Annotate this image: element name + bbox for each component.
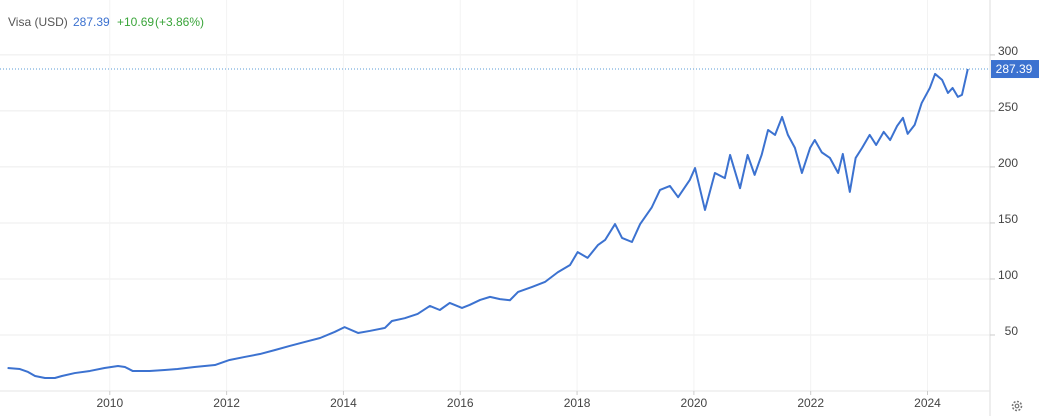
price-marker-box <box>991 60 1039 79</box>
gear-inner <box>1014 403 1020 409</box>
gear-outer <box>1011 400 1023 412</box>
x-tick-label: 2024 <box>914 396 941 410</box>
x-tick-label: 2012 <box>213 396 240 410</box>
x-tick-label: 2022 <box>797 396 824 410</box>
chart-title: Visa (USD) <box>8 15 68 29</box>
x-tick-label: 2016 <box>447 396 474 410</box>
y-tick-label: 300 <box>998 44 1018 58</box>
y-tick-label: 100 <box>998 268 1018 282</box>
x-tick-label: 2018 <box>564 396 591 410</box>
y-tick-label: 150 <box>998 212 1018 226</box>
grid <box>0 0 990 391</box>
change-pct-text: (+3.86%) <box>155 15 204 29</box>
x-tick-label: 2014 <box>330 396 357 410</box>
y-tick-label: 200 <box>998 156 1018 170</box>
x-tick-label: 2010 <box>96 396 123 410</box>
price-text: 287.39 <box>73 15 110 29</box>
change-text: +10.69 <box>117 15 154 29</box>
y-tick-label: 50 <box>1005 324 1019 338</box>
price-line <box>7 68 969 379</box>
x-tick-label: 2020 <box>681 396 708 410</box>
settings-icon[interactable] <box>1011 400 1023 412</box>
price-marker-label: 287.39 <box>996 62 1033 76</box>
y-tick-label: 250 <box>998 100 1018 114</box>
